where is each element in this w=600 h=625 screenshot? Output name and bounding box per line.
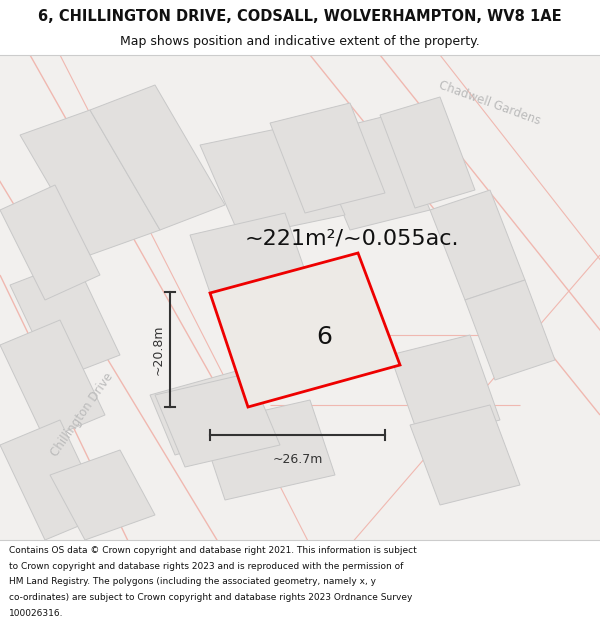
Polygon shape [50,450,155,540]
Text: HM Land Registry. The polygons (including the associated geometry, namely x, y: HM Land Registry. The polygons (includin… [9,578,376,586]
Text: co-ordinates) are subject to Crown copyright and database rights 2023 Ordnance S: co-ordinates) are subject to Crown copyr… [9,593,412,602]
Polygon shape [200,400,335,500]
Text: Map shows position and indicative extent of the property.: Map shows position and indicative extent… [120,35,480,48]
Polygon shape [390,335,500,440]
Polygon shape [190,213,310,307]
Polygon shape [200,123,345,237]
Text: Chillington Drive: Chillington Drive [48,371,116,459]
Text: to Crown copyright and database rights 2023 and is reproduced with the permissio: to Crown copyright and database rights 2… [9,562,403,571]
Polygon shape [430,190,525,300]
Text: ~20.8m: ~20.8m [151,324,164,375]
Text: ~26.7m: ~26.7m [272,453,323,466]
Text: 6: 6 [316,326,332,349]
Polygon shape [0,320,105,440]
Polygon shape [270,103,385,213]
Polygon shape [155,373,280,467]
Polygon shape [410,405,520,505]
Text: Contains OS data © Crown copyright and database right 2021. This information is : Contains OS data © Crown copyright and d… [9,546,417,555]
Polygon shape [20,110,160,255]
Text: ~221m²/~0.055ac.: ~221m²/~0.055ac. [245,228,460,248]
Polygon shape [310,115,430,230]
Text: 6, CHILLINGTON DRIVE, CODSALL, WOLVERHAMPTON, WV8 1AE: 6, CHILLINGTON DRIVE, CODSALL, WOLVERHAM… [38,9,562,24]
Polygon shape [90,85,225,230]
Polygon shape [10,260,120,380]
Polygon shape [465,280,555,380]
Text: Chadwell Gardens: Chadwell Gardens [437,79,542,128]
Polygon shape [380,97,475,208]
Text: 100026316.: 100026316. [9,609,64,618]
Polygon shape [0,185,100,300]
Polygon shape [150,370,265,455]
Polygon shape [0,420,105,540]
Polygon shape [210,253,400,407]
